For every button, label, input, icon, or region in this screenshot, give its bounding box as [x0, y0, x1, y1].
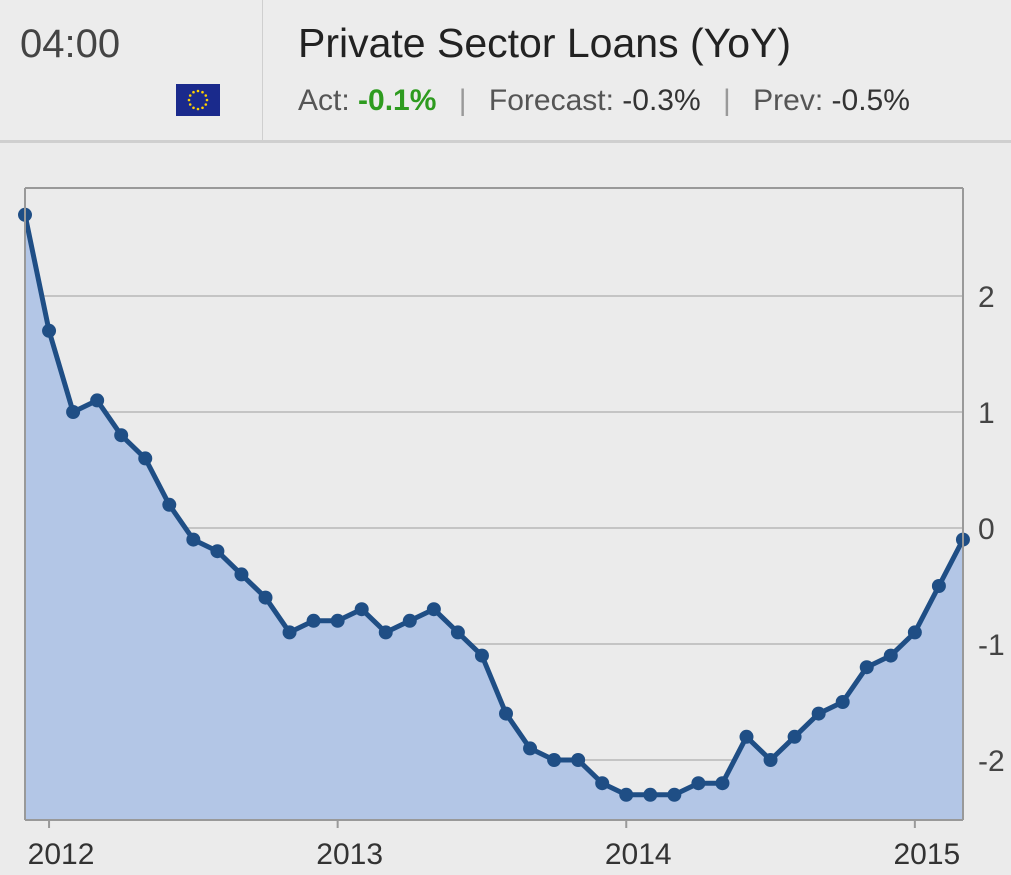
data-point[interactable] [450, 625, 465, 640]
data-point[interactable] [282, 625, 297, 640]
data-point[interactable] [595, 776, 610, 791]
data-point[interactable] [354, 602, 369, 617]
indicator-title: Private Sector Loans (YoY) [298, 20, 792, 66]
data-point[interactable] [378, 625, 393, 640]
y-tick-label: -1 [978, 629, 1005, 662]
data-point[interactable] [811, 706, 826, 721]
data-point[interactable] [667, 787, 682, 802]
data-point[interactable] [330, 613, 345, 628]
data-point[interactable] [739, 729, 754, 744]
data-point[interactable] [258, 590, 273, 605]
stats-separator: | [458, 84, 467, 117]
series-line [22, 214, 966, 798]
stats-separator: | [723, 84, 731, 117]
data-point[interactable] [931, 579, 946, 593]
y-tick-label: 0 [978, 513, 995, 546]
x-tick-label: 2014 [605, 838, 672, 871]
data-point[interactable] [859, 660, 874, 675]
data-point[interactable] [787, 729, 802, 744]
forecast-value: -0.3% [622, 84, 701, 117]
actual-value: -0.1% [358, 84, 437, 117]
y-tick-label: -2 [978, 745, 1005, 778]
eu-flag-icon [176, 84, 220, 116]
previous-label: Prev: [753, 84, 824, 117]
data-point[interactable] [138, 451, 153, 466]
forecast-label: Forecast: [488, 84, 614, 117]
x-tick-label: 2013 [316, 838, 383, 871]
data-point[interactable] [306, 613, 321, 628]
previous-value: -0.5% [831, 84, 910, 117]
data-point[interactable] [691, 776, 706, 791]
data-point[interactable] [547, 753, 562, 767]
indicator-stats: Act: -0.1% | Forecast: -0.3% | Prev: -0.… [298, 84, 910, 118]
data-point[interactable] [715, 776, 730, 791]
actual-label: Act: [298, 84, 350, 117]
data-point[interactable] [835, 695, 850, 709]
data-point[interactable] [234, 567, 249, 582]
x-tick-label: 2015 [893, 838, 960, 871]
y-tick-label: 2 [978, 281, 995, 314]
data-point[interactable] [210, 544, 225, 559]
data-point[interactable] [907, 625, 922, 640]
data-point[interactable] [66, 405, 81, 419]
data-point[interactable] [474, 648, 489, 663]
data-point[interactable] [619, 787, 634, 802]
data-point[interactable] [523, 741, 538, 756]
data-point[interactable] [763, 753, 778, 767]
y-tick-label: 1 [978, 397, 995, 430]
data-point[interactable] [499, 706, 513, 721]
data-point[interactable] [90, 393, 105, 408]
data-point[interactable] [643, 787, 658, 802]
area-fill [25, 214, 963, 821]
data-point[interactable] [42, 323, 57, 338]
event-header: 04:00 Private Sector Loans (YoY) Act: -0… [0, 0, 1011, 143]
data-point[interactable] [571, 753, 586, 767]
data-point[interactable] [114, 428, 129, 443]
header-divider [262, 0, 263, 140]
data-point[interactable] [186, 532, 201, 547]
data-point[interactable] [402, 613, 417, 628]
x-tick-label: 2012 [28, 838, 95, 871]
data-point[interactable] [162, 497, 177, 512]
data-point[interactable] [883, 648, 898, 663]
data-point[interactable] [426, 602, 441, 617]
event-time: 04:00 [20, 22, 121, 66]
